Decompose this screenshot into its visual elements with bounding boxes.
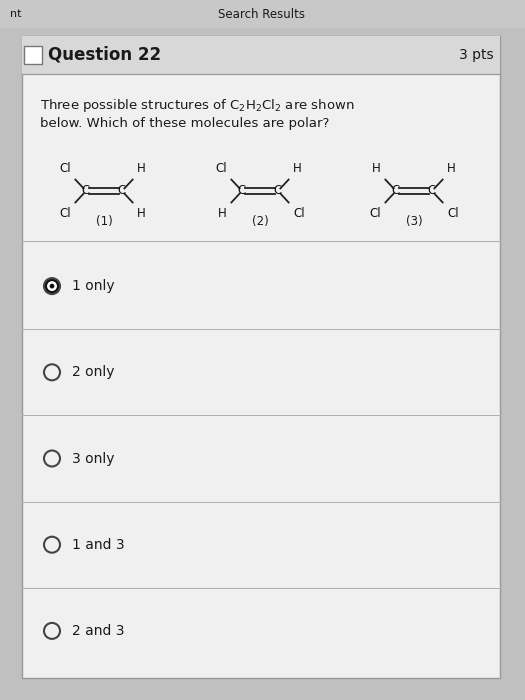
Text: 1 only: 1 only (72, 279, 114, 293)
Text: 2 only: 2 only (72, 365, 114, 379)
Text: C: C (82, 185, 90, 197)
Bar (22, 36, 500, 74)
Text: H: H (137, 162, 146, 175)
FancyBboxPatch shape (22, 36, 500, 678)
Circle shape (49, 284, 55, 288)
Text: Cl: Cl (59, 162, 71, 175)
Text: C: C (392, 185, 400, 197)
Text: H: H (218, 207, 227, 220)
Text: (1): (1) (96, 214, 112, 228)
Text: Cl: Cl (215, 162, 227, 175)
FancyBboxPatch shape (24, 46, 42, 64)
Text: 2 and 3: 2 and 3 (72, 624, 124, 638)
Text: H: H (447, 162, 456, 175)
Text: H: H (137, 207, 146, 220)
Text: 3 pts: 3 pts (459, 48, 494, 62)
Text: C: C (274, 185, 282, 197)
Text: nt: nt (10, 9, 22, 19)
Text: Cl: Cl (59, 207, 71, 220)
Circle shape (47, 281, 57, 291)
Text: Question 22: Question 22 (48, 46, 161, 64)
Text: H: H (372, 162, 381, 175)
Text: Search Results: Search Results (218, 8, 306, 20)
Text: below. Which of these molecules are polar?: below. Which of these molecules are pola… (40, 116, 329, 130)
Text: C: C (118, 185, 126, 197)
Text: Cl: Cl (370, 207, 381, 220)
Text: 3 only: 3 only (72, 452, 114, 466)
Text: 1 and 3: 1 and 3 (72, 538, 124, 552)
Bar (0, 0, 525, 28)
Text: H: H (293, 162, 302, 175)
Text: (3): (3) (406, 214, 422, 228)
Text: C: C (428, 185, 436, 197)
Circle shape (44, 278, 60, 294)
Text: Cl: Cl (447, 207, 459, 220)
Text: (2): (2) (251, 214, 268, 228)
Text: Cl: Cl (293, 207, 304, 220)
Text: C: C (238, 185, 246, 197)
Text: Three possible structures of C$_2$H$_2$Cl$_2$ are shown: Three possible structures of C$_2$H$_2$C… (40, 97, 354, 115)
